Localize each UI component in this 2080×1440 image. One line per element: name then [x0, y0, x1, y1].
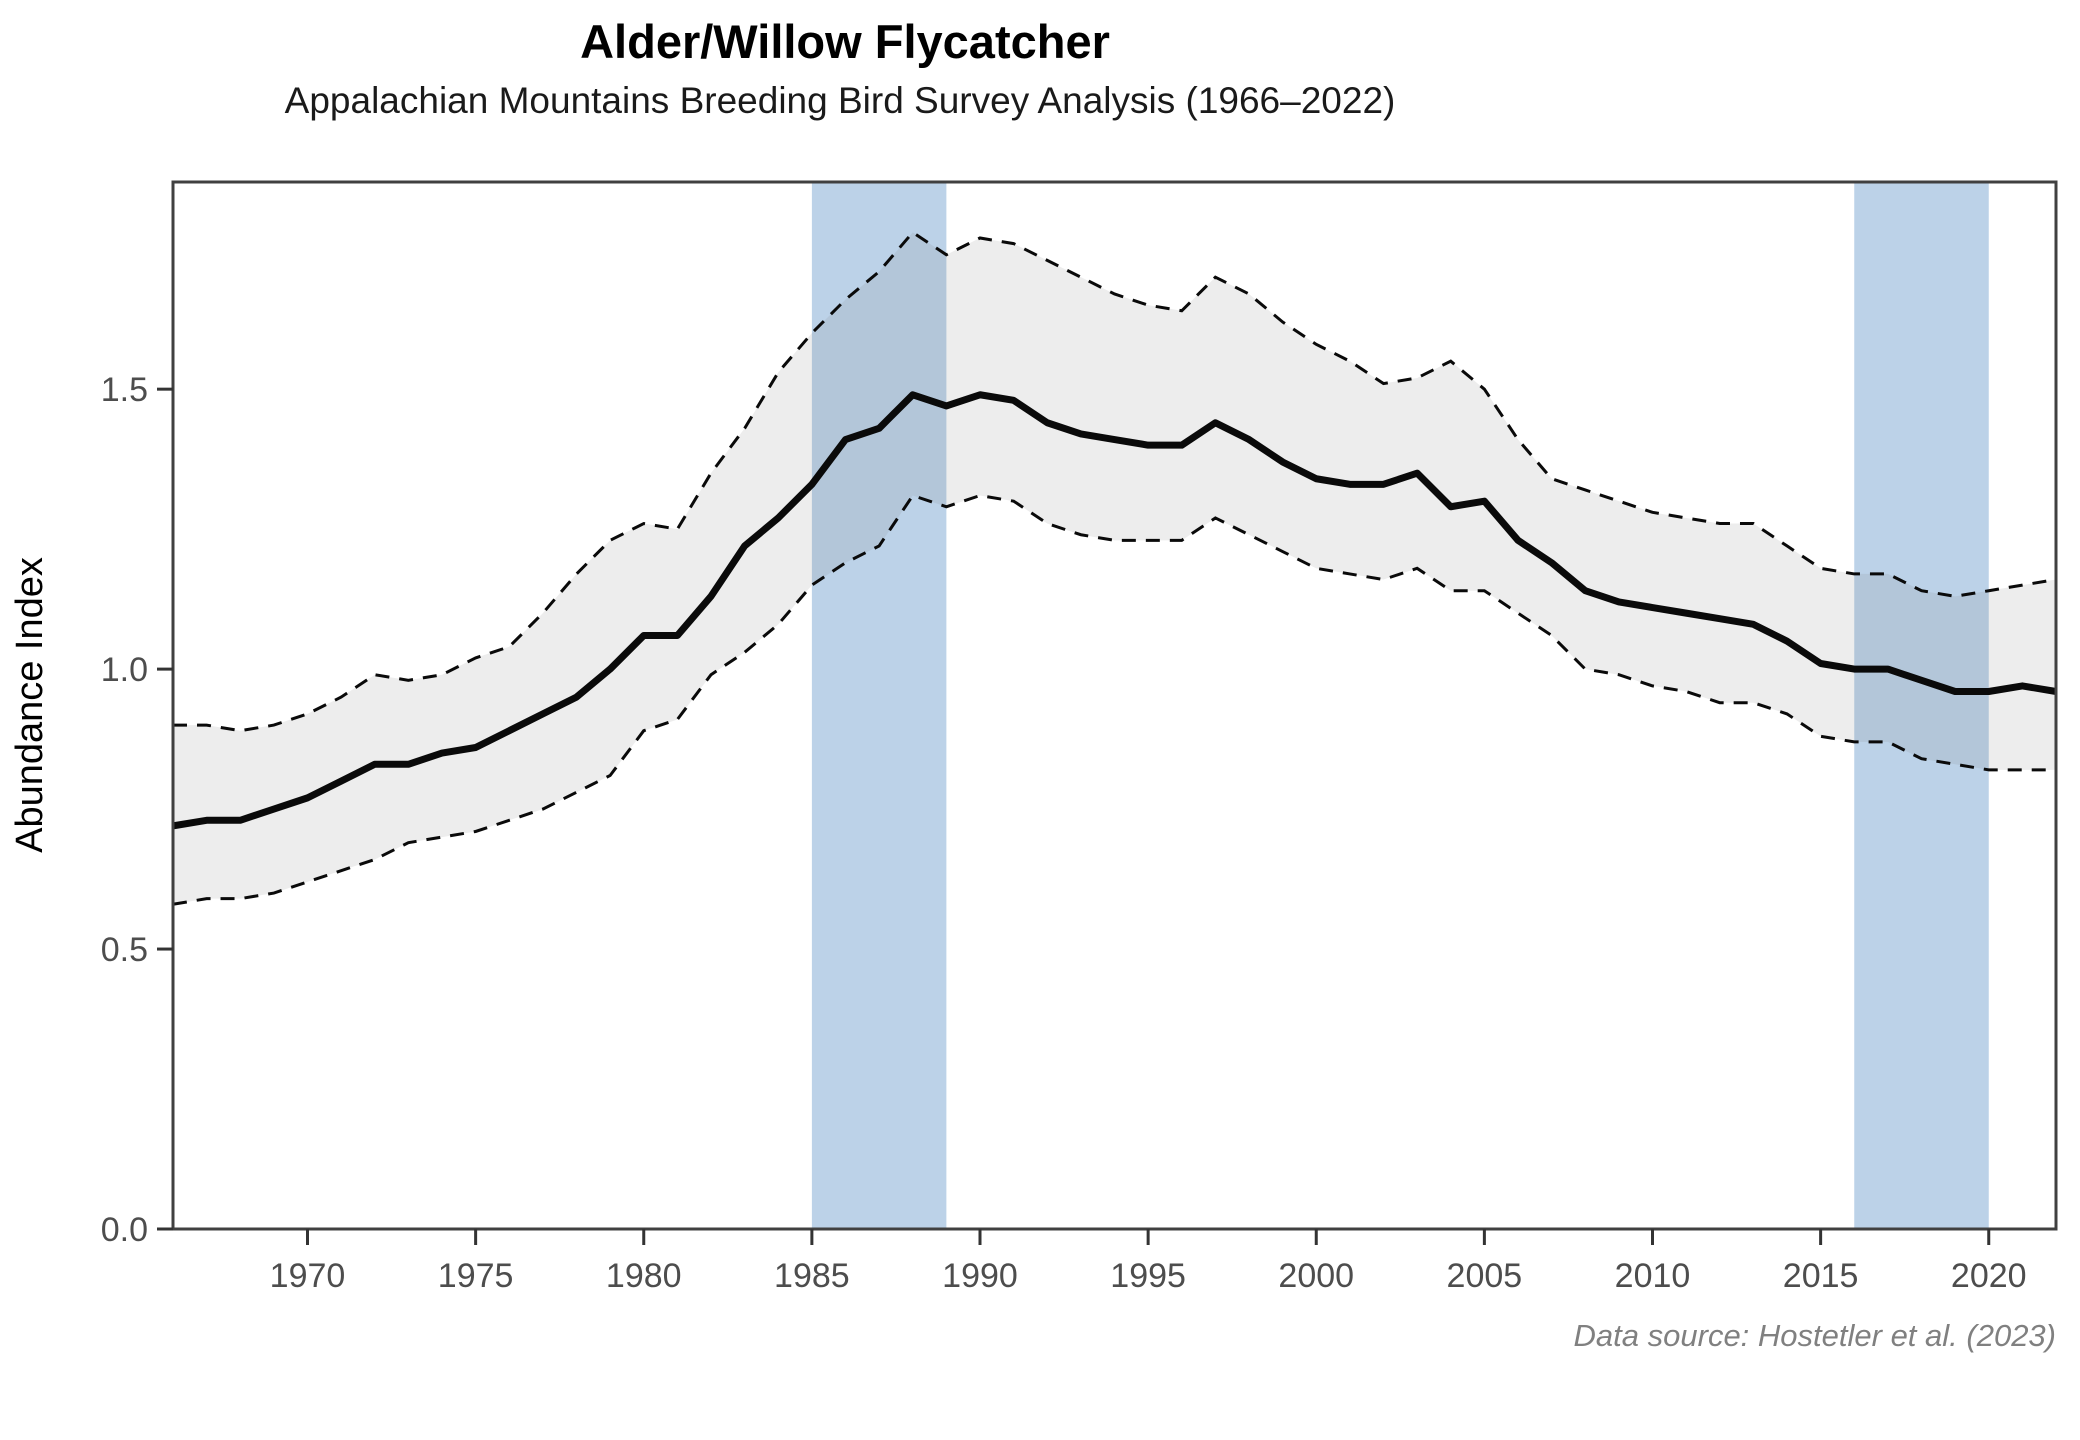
upper-ci-line	[173, 230, 2057, 733]
x-tick-label: 1970	[270, 1257, 346, 1295]
y-tick-label: 0.5	[101, 931, 148, 969]
chart-title: Alder/Willow Flycatcher	[580, 15, 1110, 68]
x-tick-label: 2010	[1615, 1257, 1691, 1295]
x-tick-label: 1975	[438, 1257, 514, 1295]
y-axis-title: Abundance Index	[9, 557, 51, 853]
chart-layers: 1970 1975 1980 1985 1990 1995 2000 2005 2010 2015…	[101, 180, 2058, 1295]
x-tick-label: 1995	[1110, 1257, 1186, 1295]
x-tick-label: 1985	[774, 1257, 850, 1295]
highlight-band	[811, 182, 947, 1229]
x-tick-label: 2005	[1447, 1257, 1523, 1295]
caption-data-source: Data source: Hostetler et al. (2023)	[1574, 1318, 2056, 1353]
x-tick-label: 1990	[942, 1257, 1018, 1295]
x-tick-label: 2020	[1951, 1257, 2027, 1295]
lower-ci-line	[172, 493, 2056, 906]
x-tick-label: 2000	[1278, 1257, 1354, 1295]
highlight-band	[1854, 182, 1989, 1229]
confidence-ribbon	[173, 232, 2056, 905]
chart-subtitle: Appalachian Mountains Breeding Bird Surv…	[285, 80, 1396, 121]
x-tick-label: 1980	[606, 1257, 682, 1295]
panel-border	[171, 180, 2058, 1231]
estimate-line	[172, 391, 2057, 830]
y-tick-label: 1.5	[101, 371, 148, 409]
y-tick-label: 0.0	[101, 1211, 148, 1249]
x-tick-label: 2015	[1783, 1257, 1859, 1295]
y-tick-label: 1.0	[101, 651, 148, 689]
